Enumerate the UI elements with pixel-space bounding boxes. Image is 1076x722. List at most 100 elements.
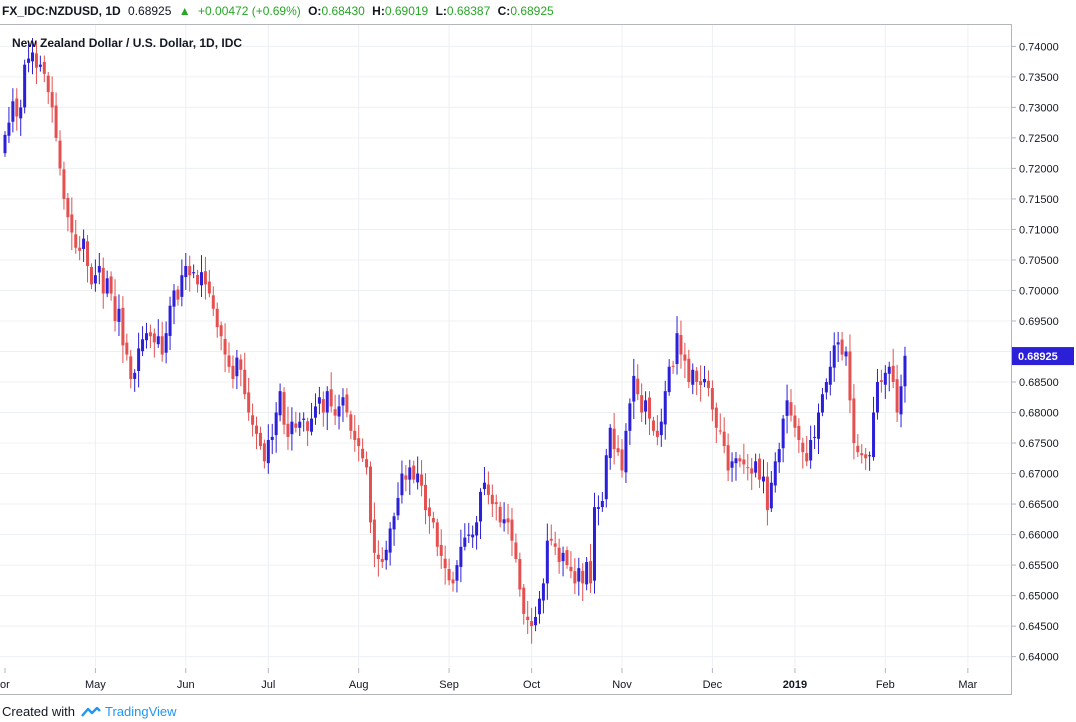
candle-body: [754, 461, 758, 473]
candle-body: [573, 571, 577, 584]
candle-body: [215, 308, 219, 328]
open-label: O:: [308, 4, 322, 18]
candle-body: [306, 421, 310, 431]
x-tick-label: Nov: [612, 679, 632, 691]
candle-body: [125, 342, 129, 355]
candle-body: [479, 491, 483, 522]
candle-body: [247, 392, 251, 413]
x-tick-label: or: [0, 679, 10, 691]
candle-body: [828, 366, 832, 385]
chart-title: New Zealand Dollar / U.S. Dollar, 1D, ID…: [12, 36, 243, 50]
candle-body: [141, 339, 145, 352]
last-price: 0.68925: [128, 4, 172, 18]
candle-body: [659, 421, 663, 436]
candle-body: [416, 473, 420, 483]
x-tick-label: Jun: [177, 679, 195, 691]
candle-body: [172, 290, 176, 307]
candle-body: [86, 241, 90, 267]
symbol-label[interactable]: FX_IDC:NZDUSD, 1D: [2, 4, 121, 18]
candle-body: [604, 455, 608, 500]
candle-body: [427, 507, 431, 517]
candle-body: [773, 461, 777, 486]
candle-body: [361, 448, 365, 459]
footer: Created with TradingView: [2, 704, 177, 719]
candle-body: [518, 558, 522, 590]
candle-body: [66, 198, 70, 218]
candle-body: [400, 473, 404, 496]
candle-body: [471, 534, 475, 538]
candle-body: [675, 333, 679, 365]
candle-body: [805, 453, 809, 462]
candle-body: [42, 61, 46, 74]
candle-body: [522, 587, 526, 614]
tradingview-link[interactable]: TradingView: [104, 704, 177, 719]
candle-body: [836, 342, 840, 345]
candle-body: [180, 275, 184, 297]
high-label: H:: [372, 4, 385, 18]
y-tick-label: 0.64500: [1019, 621, 1059, 633]
candle-body: [274, 412, 278, 436]
candle-body: [589, 561, 593, 584]
candle-body: [19, 107, 23, 119]
candle-body: [62, 169, 66, 199]
candle-body: [860, 453, 864, 456]
candle-body: [270, 436, 274, 440]
candle-body: [227, 355, 231, 367]
candle-body: [23, 64, 27, 108]
last-price-tag: [1012, 347, 1074, 366]
x-tick-label: Jul: [261, 679, 275, 691]
candle-body: [695, 370, 699, 383]
candle-body: [70, 214, 74, 233]
close-value: 0.68925: [510, 4, 554, 18]
y-tick-label: 0.70000: [1019, 285, 1059, 297]
candle-body: [612, 428, 616, 450]
candle-body: [848, 351, 852, 401]
candle-body: [392, 516, 396, 530]
candle-body: [412, 465, 416, 480]
candle-body: [537, 598, 541, 615]
candle-body: [514, 542, 518, 559]
x-tick-label: Oct: [523, 679, 540, 691]
candle-body: [38, 64, 42, 67]
candle-body: [506, 518, 510, 523]
candle-body: [459, 546, 463, 567]
candle-body: [714, 407, 718, 428]
candle-body: [7, 122, 11, 136]
candle-body: [160, 336, 164, 355]
candle-body: [726, 445, 730, 471]
candle-body: [581, 570, 585, 584]
candle-body: [868, 455, 872, 457]
candle-body: [596, 507, 600, 509]
candle-body: [769, 482, 773, 509]
candle-body: [620, 449, 624, 471]
candle-body: [203, 271, 207, 285]
candle-body: [691, 369, 695, 385]
y-tick-label: 0.67500: [1019, 438, 1059, 450]
candle-body: [105, 278, 109, 294]
price-change: +0.00472 (+0.69%): [198, 4, 301, 18]
open-value: 0.68430: [321, 4, 365, 18]
y-tick-label: 0.66000: [1019, 530, 1059, 542]
candle-body: [683, 354, 687, 361]
candle-body: [353, 430, 357, 440]
candle-body: [286, 423, 290, 437]
candle-body: [510, 519, 514, 541]
candle-body: [820, 394, 824, 413]
candle-body: [463, 537, 467, 547]
candle-body: [722, 431, 726, 447]
candle-body: [74, 234, 78, 248]
candle-body: [758, 458, 762, 480]
candlestick-chart[interactable]: 0.64000 0.64500 0.65000 0.65500 0.66000 0.665…: [0, 0, 1076, 700]
last-price-label: 0.68925: [1018, 351, 1058, 363]
candle-body: [34, 53, 38, 68]
x-tick-label: Aug: [349, 679, 369, 691]
candle-body: [541, 583, 545, 601]
candle-body: [431, 518, 435, 523]
candle-body: [294, 423, 298, 428]
candle-body: [58, 140, 62, 169]
low-value: 0.68387: [446, 4, 491, 18]
candle-body: [593, 507, 596, 581]
candle-body: [738, 458, 742, 462]
candle-body: [797, 425, 801, 440]
candle-body: [895, 379, 899, 413]
